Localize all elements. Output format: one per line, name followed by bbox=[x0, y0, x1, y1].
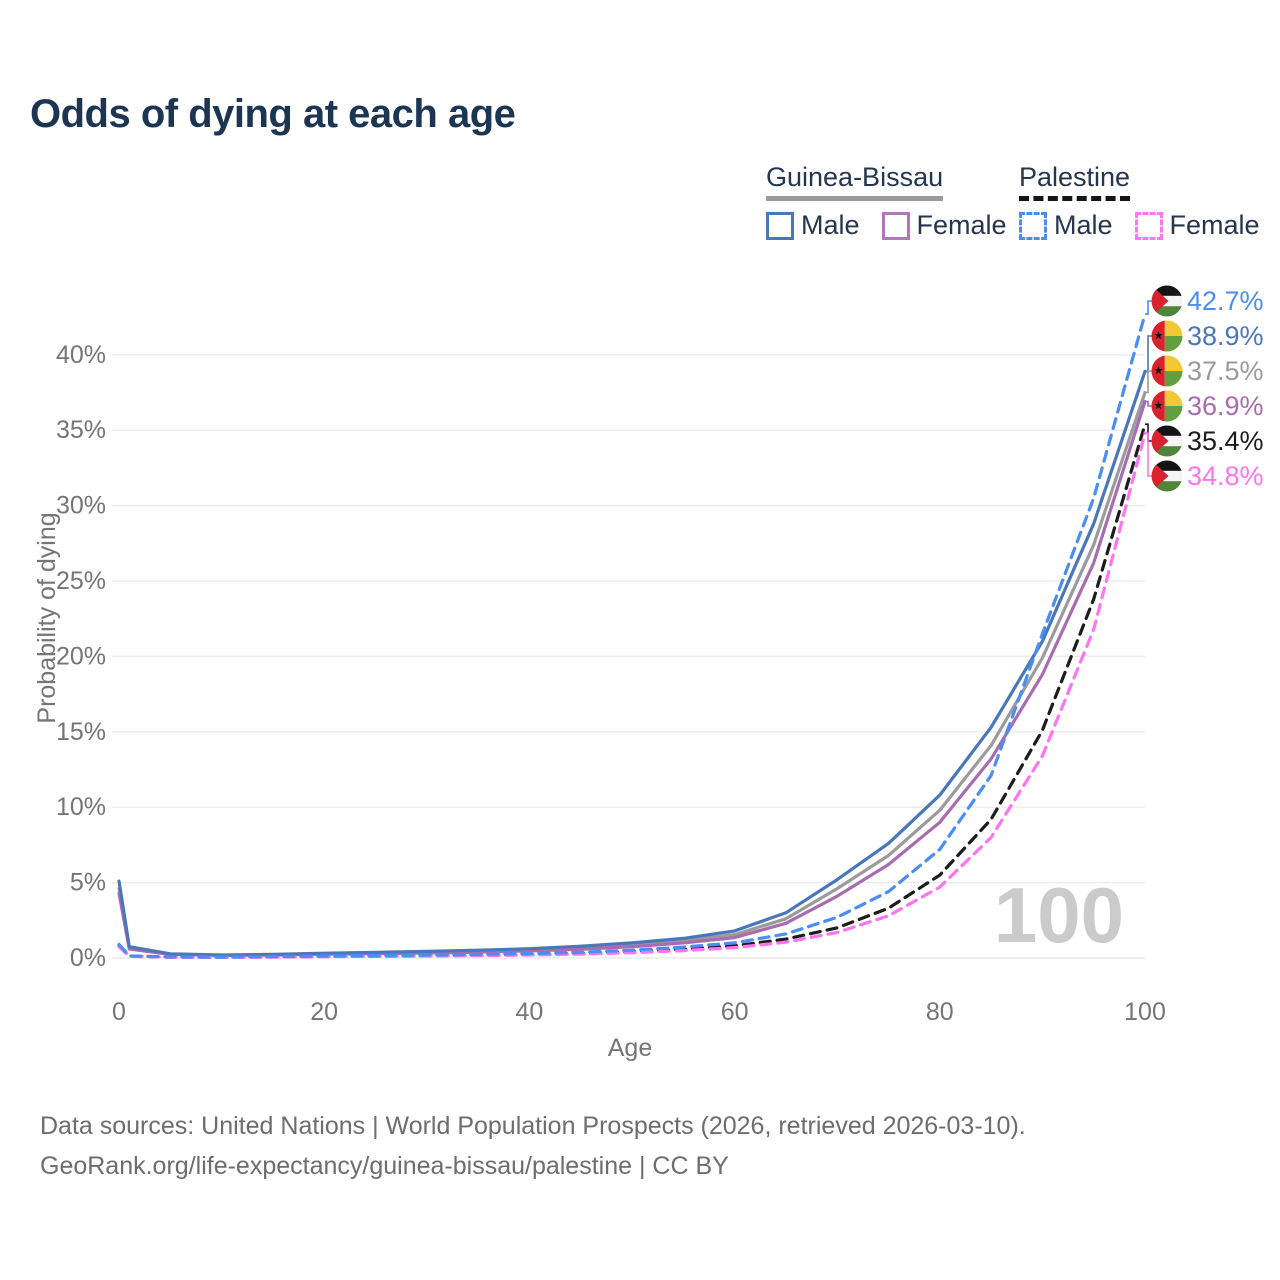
legend-group-palestine: Palestine Male Female bbox=[1019, 162, 1260, 241]
series-line-guinea-bissau-male[interactable] bbox=[117, 369, 1147, 957]
label-connector-guinea-bissau-both-sexes bbox=[1145, 370, 1152, 394]
label-connector-guinea-bissau-male bbox=[1145, 335, 1152, 373]
legend-item-guinea-bissau-male[interactable]: Male bbox=[766, 210, 860, 241]
legend-swatch-guinea-bissau-male bbox=[766, 211, 794, 240]
legend-row-guinea-bissau: Male Female bbox=[766, 210, 1007, 241]
y-tick-label-40: 40% bbox=[56, 341, 106, 369]
y-tick-label-30: 30% bbox=[56, 492, 106, 520]
legend-label-guinea-bissau-male: Male bbox=[801, 210, 860, 240]
legend-item-palestine-male[interactable]: Male bbox=[1019, 210, 1113, 241]
legend-country-palestine[interactable]: Palestine bbox=[1019, 162, 1131, 201]
series-line-palestine-male[interactable] bbox=[117, 312, 1147, 959]
x-tick-label-0: 0 bbox=[112, 998, 126, 1026]
legend-swatch-palestine-female bbox=[1134, 211, 1163, 240]
series-line-guinea-bissau-both-sexes[interactable] bbox=[117, 390, 1147, 957]
flag-icon-guinea-bissau bbox=[1151, 355, 1183, 387]
legend-label-palestine-female: Female bbox=[1169, 210, 1260, 240]
legend-swatch-guinea-bissau-female bbox=[881, 211, 910, 240]
y-tick-label-25: 25% bbox=[56, 567, 106, 595]
end-label-palestine-female: 34.8% bbox=[1187, 461, 1264, 491]
y-axis-title: Probability of dying bbox=[33, 512, 61, 723]
flag-icon-palestine bbox=[1151, 425, 1183, 457]
series-line-guinea-bissau-female[interactable] bbox=[117, 399, 1147, 957]
series-line-palestine-both-sexes[interactable] bbox=[117, 422, 1147, 959]
x-axis-title: Age bbox=[608, 1034, 652, 1062]
label-connector-palestine-female bbox=[1145, 432, 1152, 477]
legend-item-guinea-bissau-female[interactable]: Female bbox=[881, 210, 1007, 241]
footer: Data sources: United Nations | World Pop… bbox=[40, 1106, 1026, 1186]
x-tick-label-20: 20 bbox=[310, 998, 338, 1026]
end-label-guinea-bissau-female: 36.9% bbox=[1187, 391, 1264, 421]
flag-icon-palestine bbox=[1151, 285, 1183, 317]
y-tick-label-35: 35% bbox=[56, 416, 106, 444]
legend-row-palestine: Male Female bbox=[1019, 210, 1260, 241]
flag-icon-palestine bbox=[1151, 460, 1183, 492]
page-title: Odds of dying at each age bbox=[30, 92, 516, 136]
watermark-age: 100 bbox=[994, 871, 1124, 959]
y-tick-label-15: 15% bbox=[56, 718, 106, 746]
footer-data-sources: Data sources: United Nations | World Pop… bbox=[40, 1112, 1026, 1140]
y-tick-label-5: 5% bbox=[70, 869, 106, 897]
y-tick-label-0: 0% bbox=[70, 944, 106, 972]
y-tick-label-10: 10% bbox=[56, 793, 106, 821]
x-tick-label-60: 60 bbox=[721, 998, 749, 1026]
end-label-guinea-bissau-male: 38.9% bbox=[1187, 321, 1264, 351]
legend-country-guinea-bissau[interactable]: Guinea-Bissau bbox=[766, 162, 944, 201]
end-label-palestine-male: 42.7% bbox=[1187, 286, 1264, 316]
footer-attribution: GeoRank.org/life-expectancy/guinea-bissa… bbox=[40, 1152, 729, 1180]
x-tick-label-40: 40 bbox=[515, 998, 543, 1026]
legend-swatch-palestine-male bbox=[1019, 211, 1047, 240]
end-label-guinea-bissau-both-sexes: 37.5% bbox=[1187, 356, 1264, 386]
x-tick-label-100: 100 bbox=[1124, 998, 1166, 1026]
end-label-palestine-both-sexes: 35.4% bbox=[1187, 426, 1264, 456]
series-line-palestine-female[interactable] bbox=[117, 431, 1147, 959]
x-tick-label-80: 80 bbox=[926, 998, 954, 1026]
legend-label-guinea-bissau-female: Female bbox=[916, 210, 1007, 240]
label-connector-guinea-bissau-female bbox=[1145, 400, 1152, 407]
legend-label-palestine-male: Male bbox=[1054, 210, 1113, 240]
flag-icon-guinea-bissau bbox=[1151, 320, 1183, 352]
y-tick-label-20: 20% bbox=[56, 642, 106, 670]
flag-icon-guinea-bissau bbox=[1151, 390, 1183, 422]
legend-item-palestine-female[interactable]: Female bbox=[1134, 210, 1260, 241]
legend-group-guinea-bissau: Guinea-Bissau Male Female bbox=[766, 162, 1007, 241]
label-connector-palestine-male bbox=[1145, 300, 1152, 315]
